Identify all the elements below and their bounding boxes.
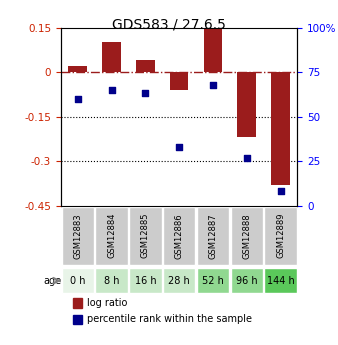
Point	[143, 91, 148, 96]
Point	[75, 96, 80, 101]
Bar	[203, 28, 222, 72]
Text: age: age	[44, 276, 62, 286]
Text: 144 h: 144 h	[267, 276, 294, 286]
Text: GSM12883: GSM12883	[73, 213, 82, 259]
Text: 28 h: 28 h	[168, 276, 190, 286]
FancyBboxPatch shape	[231, 207, 263, 266]
Text: GSM12885: GSM12885	[141, 213, 150, 258]
FancyBboxPatch shape	[95, 207, 128, 266]
Bar	[73, 315, 82, 324]
Bar	[136, 60, 154, 72]
FancyBboxPatch shape	[231, 268, 263, 293]
Bar	[170, 72, 188, 90]
Text: GDS583 / 27.6.5: GDS583 / 27.6.5	[112, 17, 226, 31]
Text: GSM12888: GSM12888	[242, 213, 251, 259]
FancyBboxPatch shape	[62, 207, 94, 266]
Point	[176, 144, 182, 150]
FancyBboxPatch shape	[62, 268, 94, 293]
Bar	[73, 298, 82, 308]
Point	[109, 87, 114, 93]
Bar	[68, 66, 87, 72]
Text: 0 h: 0 h	[70, 276, 86, 286]
FancyBboxPatch shape	[197, 207, 229, 266]
Text: 8 h: 8 h	[104, 276, 119, 286]
Point	[210, 82, 216, 87]
FancyBboxPatch shape	[197, 268, 229, 293]
Point	[244, 155, 249, 160]
FancyBboxPatch shape	[163, 268, 195, 293]
FancyBboxPatch shape	[129, 207, 162, 266]
Text: percentile rank within the sample: percentile rank within the sample	[87, 315, 252, 325]
Text: 16 h: 16 h	[135, 276, 156, 286]
FancyBboxPatch shape	[163, 207, 195, 266]
Text: GSM12886: GSM12886	[175, 213, 184, 259]
FancyBboxPatch shape	[95, 268, 128, 293]
FancyBboxPatch shape	[264, 268, 297, 293]
Text: 52 h: 52 h	[202, 276, 224, 286]
FancyBboxPatch shape	[129, 268, 162, 293]
Bar	[271, 72, 290, 185]
Text: GSM12884: GSM12884	[107, 213, 116, 258]
Text: GSM12889: GSM12889	[276, 213, 285, 258]
Text: GSM12887: GSM12887	[209, 213, 217, 259]
Bar	[102, 42, 121, 72]
FancyBboxPatch shape	[264, 207, 297, 266]
Point	[278, 189, 283, 194]
Text: log ratio: log ratio	[87, 298, 127, 308]
Text: 96 h: 96 h	[236, 276, 258, 286]
Bar	[237, 72, 256, 137]
